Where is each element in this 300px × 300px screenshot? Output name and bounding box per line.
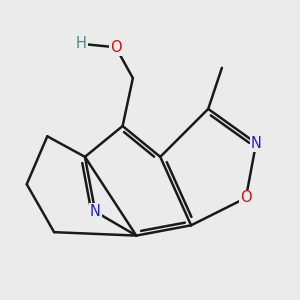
Text: O: O <box>240 190 252 206</box>
Text: H: H <box>76 36 87 51</box>
Text: N: N <box>90 204 101 219</box>
Text: O: O <box>110 40 122 55</box>
Text: N: N <box>251 136 262 151</box>
